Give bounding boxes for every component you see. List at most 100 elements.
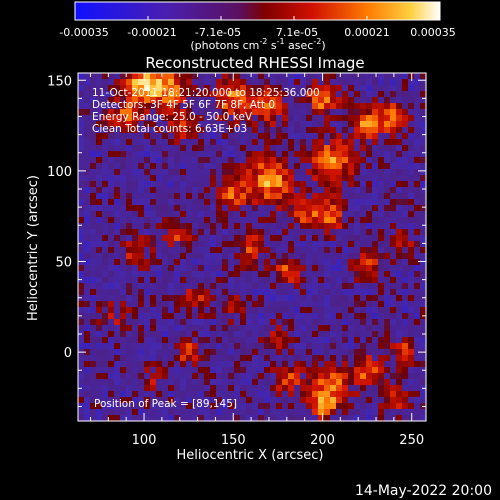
heatmap-cell bbox=[252, 181, 259, 188]
heatmap-cell bbox=[300, 283, 307, 290]
heatmap-cell bbox=[186, 115, 193, 122]
heatmap-cell bbox=[366, 403, 373, 410]
heatmap-cell bbox=[78, 193, 85, 200]
heatmap-cell bbox=[96, 85, 103, 92]
heatmap-cell bbox=[336, 199, 343, 206]
heatmap-cell bbox=[144, 79, 151, 86]
heatmap-cell bbox=[78, 187, 85, 194]
heatmap-cell bbox=[402, 385, 409, 392]
heatmap-cell bbox=[330, 223, 337, 230]
heatmap-cell bbox=[222, 265, 229, 272]
heatmap-cell bbox=[336, 247, 343, 254]
heatmap-cell bbox=[138, 289, 145, 296]
heatmap-cell bbox=[390, 115, 397, 122]
heatmap-cell bbox=[264, 253, 271, 260]
heatmap-cell bbox=[120, 169, 127, 176]
heatmap-cell bbox=[414, 415, 421, 422]
heatmap-cell bbox=[138, 283, 145, 290]
heatmap-cell bbox=[150, 97, 157, 104]
heatmap-cell bbox=[84, 349, 91, 356]
heatmap-cell bbox=[414, 253, 421, 260]
heatmap-cell bbox=[306, 163, 313, 170]
heatmap-cell bbox=[222, 229, 229, 236]
heatmap-cell bbox=[132, 313, 139, 320]
heatmap-cell bbox=[270, 367, 277, 374]
heatmap-cell bbox=[282, 319, 289, 326]
heatmap-cell bbox=[366, 337, 373, 344]
heatmap-cell bbox=[264, 217, 271, 224]
heatmap-cell bbox=[408, 313, 415, 320]
heatmap-cell bbox=[210, 151, 217, 158]
heatmap-cell bbox=[180, 385, 187, 392]
heatmap-cell bbox=[372, 271, 379, 278]
heatmap-cell bbox=[144, 73, 151, 80]
heatmap-cell bbox=[102, 133, 109, 140]
heatmap-cell bbox=[258, 181, 265, 188]
heatmap-cell bbox=[96, 193, 103, 200]
heatmap-cell bbox=[312, 115, 319, 122]
heatmap-cell bbox=[144, 259, 151, 266]
heatmap-cell bbox=[96, 313, 103, 320]
heatmap-cell bbox=[330, 355, 337, 362]
heatmap-cell bbox=[132, 373, 139, 380]
heatmap-cell bbox=[204, 199, 211, 206]
heatmap-cell bbox=[114, 223, 121, 230]
heatmap-cell bbox=[186, 391, 193, 398]
heatmap-cell bbox=[288, 115, 295, 122]
heatmap-cell bbox=[246, 157, 253, 164]
heatmap-cell bbox=[390, 367, 397, 374]
heatmap-cell bbox=[204, 331, 211, 338]
heatmap-cell bbox=[78, 319, 85, 326]
heatmap-cell bbox=[366, 127, 373, 134]
heatmap-cell bbox=[402, 373, 409, 380]
heatmap-cell bbox=[396, 229, 403, 236]
heatmap-cell bbox=[288, 343, 295, 350]
heatmap-cell bbox=[168, 277, 175, 284]
heatmap-cell bbox=[270, 157, 277, 164]
heatmap-cell bbox=[420, 277, 427, 284]
heatmap-cell bbox=[264, 349, 271, 356]
heatmap-cell bbox=[228, 109, 235, 116]
heatmap-cell bbox=[300, 289, 307, 296]
heatmap-cell bbox=[114, 391, 121, 398]
heatmap-cell bbox=[420, 121, 427, 128]
heatmap-cell bbox=[114, 277, 121, 284]
heatmap-cell bbox=[354, 337, 361, 344]
heatmap-cell bbox=[342, 181, 349, 188]
heatmap-cell bbox=[180, 271, 187, 278]
heatmap-cell bbox=[414, 223, 421, 230]
heatmap-cell bbox=[162, 211, 169, 218]
heatmap-cell bbox=[114, 241, 121, 248]
heatmap-cell bbox=[96, 283, 103, 290]
heatmap-cell bbox=[228, 211, 235, 218]
heatmap-cell bbox=[150, 259, 157, 266]
heatmap-cell bbox=[312, 391, 319, 398]
heatmap-cell bbox=[96, 127, 103, 134]
heatmap-cell bbox=[378, 337, 385, 344]
heatmap-cell bbox=[126, 151, 133, 158]
heatmap-cell bbox=[258, 373, 265, 380]
heatmap-cell bbox=[180, 127, 187, 134]
heatmap-cell bbox=[342, 229, 349, 236]
heatmap-cell bbox=[300, 85, 307, 92]
heatmap-cell bbox=[360, 121, 367, 128]
heatmap-cell bbox=[360, 181, 367, 188]
heatmap-cell bbox=[204, 181, 211, 188]
heatmap-cell bbox=[240, 181, 247, 188]
heatmap-cell bbox=[150, 163, 157, 170]
heatmap-cell bbox=[168, 223, 175, 230]
heatmap-cell bbox=[96, 73, 103, 80]
heatmap-cell bbox=[120, 115, 127, 122]
heatmap-cell bbox=[300, 349, 307, 356]
heatmap-cell bbox=[240, 319, 247, 326]
heatmap-cell bbox=[138, 265, 145, 272]
heatmap-cell bbox=[204, 391, 211, 398]
annotation-energy-range: Energy Range: 25.0 - 50.0 keV bbox=[92, 111, 253, 123]
heatmap-cell bbox=[390, 217, 397, 224]
heatmap-cell bbox=[132, 205, 139, 212]
heatmap-cell bbox=[108, 415, 115, 422]
heatmap-cell bbox=[210, 301, 217, 308]
heatmap-cell bbox=[150, 175, 157, 182]
heatmap-cell bbox=[150, 145, 157, 152]
heatmap-cell bbox=[228, 169, 235, 176]
